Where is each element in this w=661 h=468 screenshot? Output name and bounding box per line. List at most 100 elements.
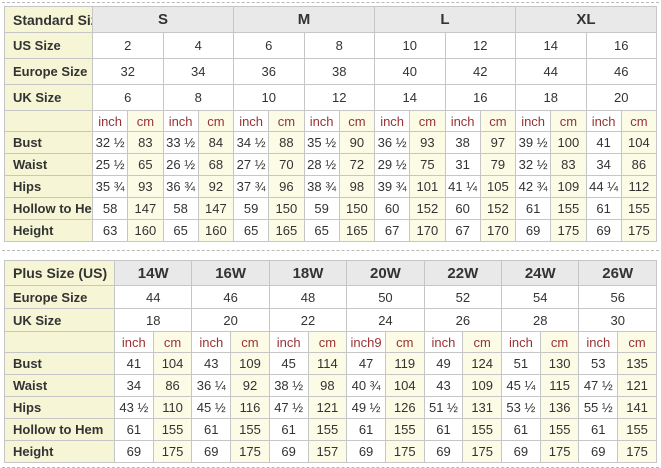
unit-label-cell: inch <box>191 331 232 353</box>
measurement-value-cell: 83 <box>127 131 164 154</box>
unit-label-cell: cm <box>268 110 305 132</box>
measurement-value-cell: 59 <box>303 197 340 220</box>
measurement-row: Hollow to Hem 61 155 61 155 61 155 61 155 61 155 61… <box>4 418 657 441</box>
measurement-value-cell: 27 ½ <box>232 153 270 176</box>
size-value-cell: 4 <box>162 32 234 59</box>
measurement-value-cell: 109 <box>462 374 503 397</box>
size-value-cell: 44 <box>113 285 193 309</box>
unit-label-cell: inch <box>373 110 411 132</box>
measurement-value-cell: 34 ½ <box>232 131 270 154</box>
measurement-value-cell: 38 ¾ <box>303 175 340 198</box>
size-value-cell: 2 <box>92 32 164 59</box>
unit-label-cell: inch <box>423 331 464 353</box>
measurement-value-cell: 67 <box>373 219 411 242</box>
measurement-value-cell: 36 ½ <box>373 131 411 154</box>
size-conversion-row: Europe Size 44 46 48 50 52 54 56 <box>4 285 657 309</box>
size-value-cell: 34 <box>162 58 234 85</box>
measurement-value-cell: 33 ½ <box>162 131 199 154</box>
measurement-value-cell: 44 ¼ <box>585 175 622 198</box>
measurement-value-cell: 86 <box>152 374 193 397</box>
measurement-value-cell: 98 <box>307 374 348 397</box>
measurement-value-cell: 69 <box>346 440 386 463</box>
measurement-value-cell: 34 <box>585 153 622 176</box>
size-group-cell: 24W <box>501 260 580 286</box>
measurement-value-cell: 69 <box>501 440 541 463</box>
measurement-value-cell: 175 <box>152 440 193 463</box>
measurement-value-cell: 104 <box>620 131 658 154</box>
measurement-value-cell: 26 ½ <box>162 153 199 176</box>
unit-label-cell: cm <box>230 331 270 353</box>
unit-header-row: inch cm inch cm inch cm inch9 cm inch cm inch cm inc… <box>4 331 657 353</box>
measurement-value-cell: 110 <box>152 396 193 419</box>
measurement-value-cell: 165 <box>338 219 376 242</box>
measurement-value-cell: 61 <box>191 418 232 441</box>
size-value-cell: 6 <box>233 32 305 59</box>
measurement-value-cell: 155 <box>230 418 270 441</box>
unit-label-cell: cm <box>479 110 517 132</box>
plus-size-table: Plus Size (US) 14W 16W 18W 20W 22W 24W 26W Europ… <box>4 260 657 463</box>
size-value-cell: 30 <box>578 308 657 332</box>
measurement-value-cell: 115 <box>539 374 580 397</box>
measurement-value-cell: 101 <box>409 175 446 198</box>
size-group-cell: L <box>374 6 516 33</box>
row-label-cell: Hollow to Hem <box>4 418 115 441</box>
measurement-value-cell: 105 <box>479 175 517 198</box>
row-label-cell: UK Size <box>4 308 115 332</box>
measurement-value-cell: 69 <box>585 219 622 242</box>
measurement-value-cell: 170 <box>479 219 517 242</box>
measurement-value-cell: 58 <box>91 197 129 220</box>
unit-label-cell: inch <box>114 331 154 353</box>
row-label-cell: Bust <box>4 131 93 154</box>
size-value-cell: 10 <box>374 32 446 59</box>
size-value-cell: 42 <box>444 58 516 85</box>
measurement-value-cell: 38 ½ <box>268 374 309 397</box>
measurement-value-cell: 61 <box>578 418 619 441</box>
measurement-value-cell: 32 ½ <box>91 131 129 154</box>
unit-label-cell: inch <box>514 110 552 132</box>
measurement-value-cell: 121 <box>617 374 657 397</box>
measurement-value-cell: 65 <box>303 219 340 242</box>
unit-label-cell: cm <box>462 331 503 353</box>
measurement-value-cell: 65 <box>162 219 199 242</box>
measurement-value-cell: 42 ¾ <box>514 175 552 198</box>
size-group-cell: 14W <box>113 260 193 286</box>
measurement-value-cell: 97 <box>479 131 517 154</box>
unit-label-cell: cm <box>409 110 446 132</box>
size-conversion-row: Europe Size 32 34 36 38 40 42 44 46 <box>4 58 657 85</box>
size-value-cell: 6 <box>92 84 164 111</box>
measurement-value-cell: 84 <box>197 131 235 154</box>
row-label-cell: Europe Size <box>4 58 93 85</box>
measurement-value-cell: 165 <box>268 219 305 242</box>
size-value-cell: 48 <box>268 285 348 309</box>
measurement-value-cell: 175 <box>539 440 580 463</box>
measurement-value-cell: 47 ½ <box>578 374 619 397</box>
unit-label-cell: inch <box>578 331 619 353</box>
unit-label-cell: cm <box>197 110 235 132</box>
measurement-value-cell: 70 <box>268 153 305 176</box>
measurement-value-cell: 34 <box>114 374 154 397</box>
measurement-value-cell: 35 ½ <box>303 131 340 154</box>
size-value-cell: 20 <box>191 308 270 332</box>
size-group-cell: 16W <box>191 260 270 286</box>
measurement-value-cell: 75 <box>409 153 446 176</box>
measurement-value-cell: 55 ½ <box>578 396 619 419</box>
measurement-value-cell: 41 <box>114 352 154 375</box>
measurement-value-cell: 157 <box>307 440 348 463</box>
measurement-value-cell: 69 <box>114 440 154 463</box>
measurement-value-cell: 90 <box>338 131 376 154</box>
measurement-value-cell: 152 <box>479 197 517 220</box>
measurement-row: Waist 25 ½ 65 26 ½ 68 27 ½ 70 28 ½ 72 29 ½ 75 31 79 3… <box>4 153 658 176</box>
unit-label-cell: cm <box>550 110 587 132</box>
size-value-cell: 56 <box>578 285 657 309</box>
size-value-cell: 8 <box>162 84 234 111</box>
unit-header-row: inch cm inch cm inch cm inch cm inch cm inch cm inch… <box>4 110 658 132</box>
unit-label-cell: cm <box>617 331 657 353</box>
row-label-cell: Europe Size <box>4 285 115 309</box>
row-label-cell: Waist <box>4 153 93 176</box>
measurement-value-cell: 136 <box>539 396 580 419</box>
measurement-value-cell: 51 ½ <box>423 396 464 419</box>
measurement-value-cell: 53 <box>578 352 619 375</box>
unit-label-cell: inch <box>268 331 309 353</box>
size-value-cell: 18 <box>515 84 587 111</box>
measurement-value-cell: 98 <box>338 175 376 198</box>
